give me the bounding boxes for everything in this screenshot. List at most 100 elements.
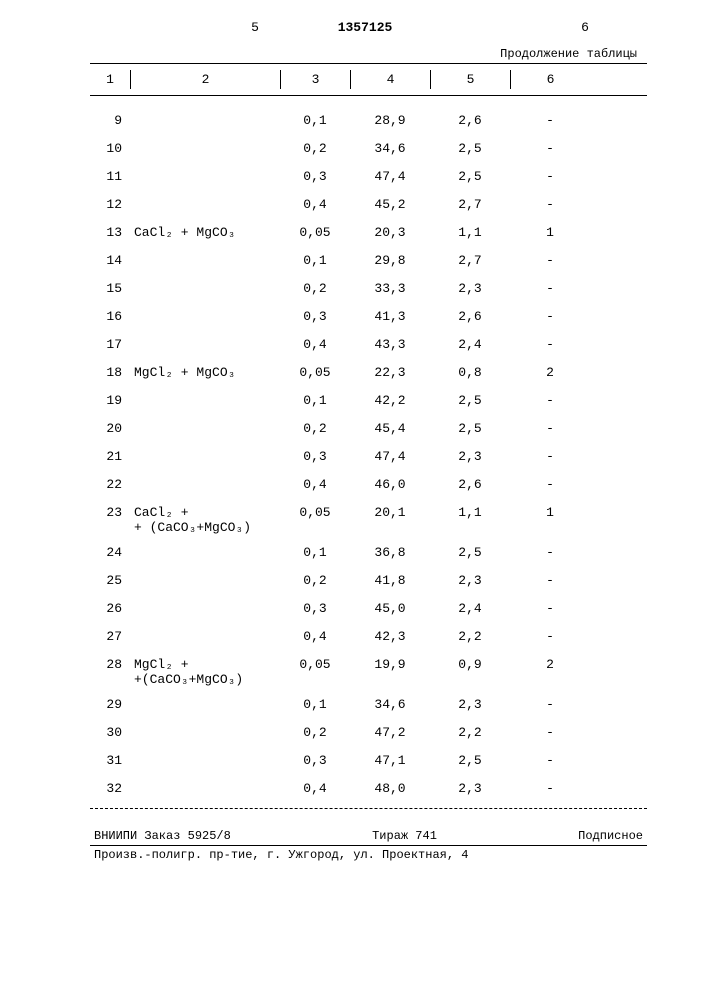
cell-6: - [510,545,590,563]
cell-chem [130,477,280,495]
table-row: 13CaCl₂ + MgCO₃0,0520,31,11 [90,220,647,248]
cell-6: - [510,253,590,271]
cell-5: 2,6 [430,309,510,327]
cell-6: - [510,337,590,355]
cell-6: - [510,753,590,771]
cell-3: 0,2 [280,573,350,591]
cell-5: 2,6 [430,113,510,131]
cell-4: 45,0 [350,601,430,619]
cell-4: 34,6 [350,141,430,159]
cell-5: 2,7 [430,197,510,215]
table-continuation-label: Продолжение таблицы [90,47,637,61]
cell-chem [130,141,280,159]
cell-5: 2,4 [430,601,510,619]
cell-4: 42,3 [350,629,430,647]
cell-chem: CaCl₂ + MgCO₃ [130,225,280,243]
cell-n: 25 [90,573,130,591]
col-3: 3 [280,70,350,89]
cell-3: 0,3 [280,449,350,467]
cell-chem [130,697,280,715]
cell-3: 0,1 [280,545,350,563]
cell-6: 1 [510,225,590,243]
cell-6: - [510,141,590,159]
cell-n: 27 [90,629,130,647]
cell-n: 32 [90,781,130,799]
table-row: 220,446,02,6- [90,472,647,500]
table-row: 260,345,02,4- [90,596,647,624]
cell-n: 28 [90,657,130,687]
cell-4: 43,3 [350,337,430,355]
cell-chem [130,337,280,355]
cell-n: 31 [90,753,130,771]
cell-6: - [510,393,590,411]
cell-chem: CaCl₂ + + (CaCO₃+MgCO₃) [130,505,280,535]
table-row: 110,347,42,5- [90,164,647,192]
cell-4: 19,9 [350,657,430,687]
cell-4: 41,8 [350,573,430,591]
cell-3: 0,3 [280,309,350,327]
cell-6: - [510,449,590,467]
cell-6: - [510,309,590,327]
cell-n: 16 [90,309,130,327]
footer-podpisnoe: Подписное [578,829,643,843]
table-column-header: 1 2 3 4 5 6 [90,66,647,93]
table-row: 270,442,32,2- [90,624,647,652]
table-row: 90,128,92,6- [90,108,647,136]
cell-n: 15 [90,281,130,299]
cell-4: 47,2 [350,725,430,743]
cell-4: 46,0 [350,477,430,495]
cell-3: 0,05 [280,225,350,243]
cell-chem [130,169,280,187]
cell-4: 36,8 [350,545,430,563]
cell-3: 0,2 [280,281,350,299]
table-row: 160,341,32,6- [90,304,647,332]
cell-3: 0,2 [280,725,350,743]
cell-3: 0,05 [280,505,350,535]
cell-3: 0,1 [280,113,350,131]
cell-chem [130,545,280,563]
cell-5: 2,5 [430,753,510,771]
cell-chem [130,629,280,647]
rule-under-header [90,95,647,96]
cell-chem [130,281,280,299]
cell-4: 42,2 [350,393,430,411]
cell-6: - [510,573,590,591]
cell-n: 12 [90,197,130,215]
cell-4: 47,1 [350,753,430,771]
cell-6: - [510,697,590,715]
cell-3: 0,3 [280,601,350,619]
cell-chem [130,781,280,799]
cell-6: - [510,477,590,495]
cell-5: 2,3 [430,573,510,591]
cell-3: 0,4 [280,337,350,355]
cell-4: 45,4 [350,421,430,439]
cell-5: 2,5 [430,421,510,439]
cell-4: 29,8 [350,253,430,271]
cell-3: 0,1 [280,253,350,271]
cell-5: 2,3 [430,697,510,715]
cell-5: 2,5 [430,169,510,187]
col-2: 2 [130,70,280,89]
cell-chem [130,573,280,591]
cell-n: 9 [90,113,130,131]
cell-5: 0,8 [430,365,510,383]
cell-3: 0,1 [280,697,350,715]
rule-bottom-dashed [90,808,647,809]
table-row: 240,136,82,5- [90,540,647,568]
cell-4: 48,0 [350,781,430,799]
table-row: 170,443,32,4- [90,332,647,360]
cell-5: 0,9 [430,657,510,687]
cell-chem: MgCl₂ + +(CaCO₃+MgCO₃) [130,657,280,687]
cell-n: 26 [90,601,130,619]
cell-n: 30 [90,725,130,743]
cell-chem [130,753,280,771]
cell-3: 0,4 [280,477,350,495]
cell-chem [130,253,280,271]
col-6: 6 [510,70,590,89]
cell-3: 0,4 [280,781,350,799]
cell-n: 21 [90,449,130,467]
cell-6: - [510,725,590,743]
table-row: 290,134,62,3- [90,692,647,720]
cell-6: - [510,113,590,131]
cell-chem [130,113,280,131]
